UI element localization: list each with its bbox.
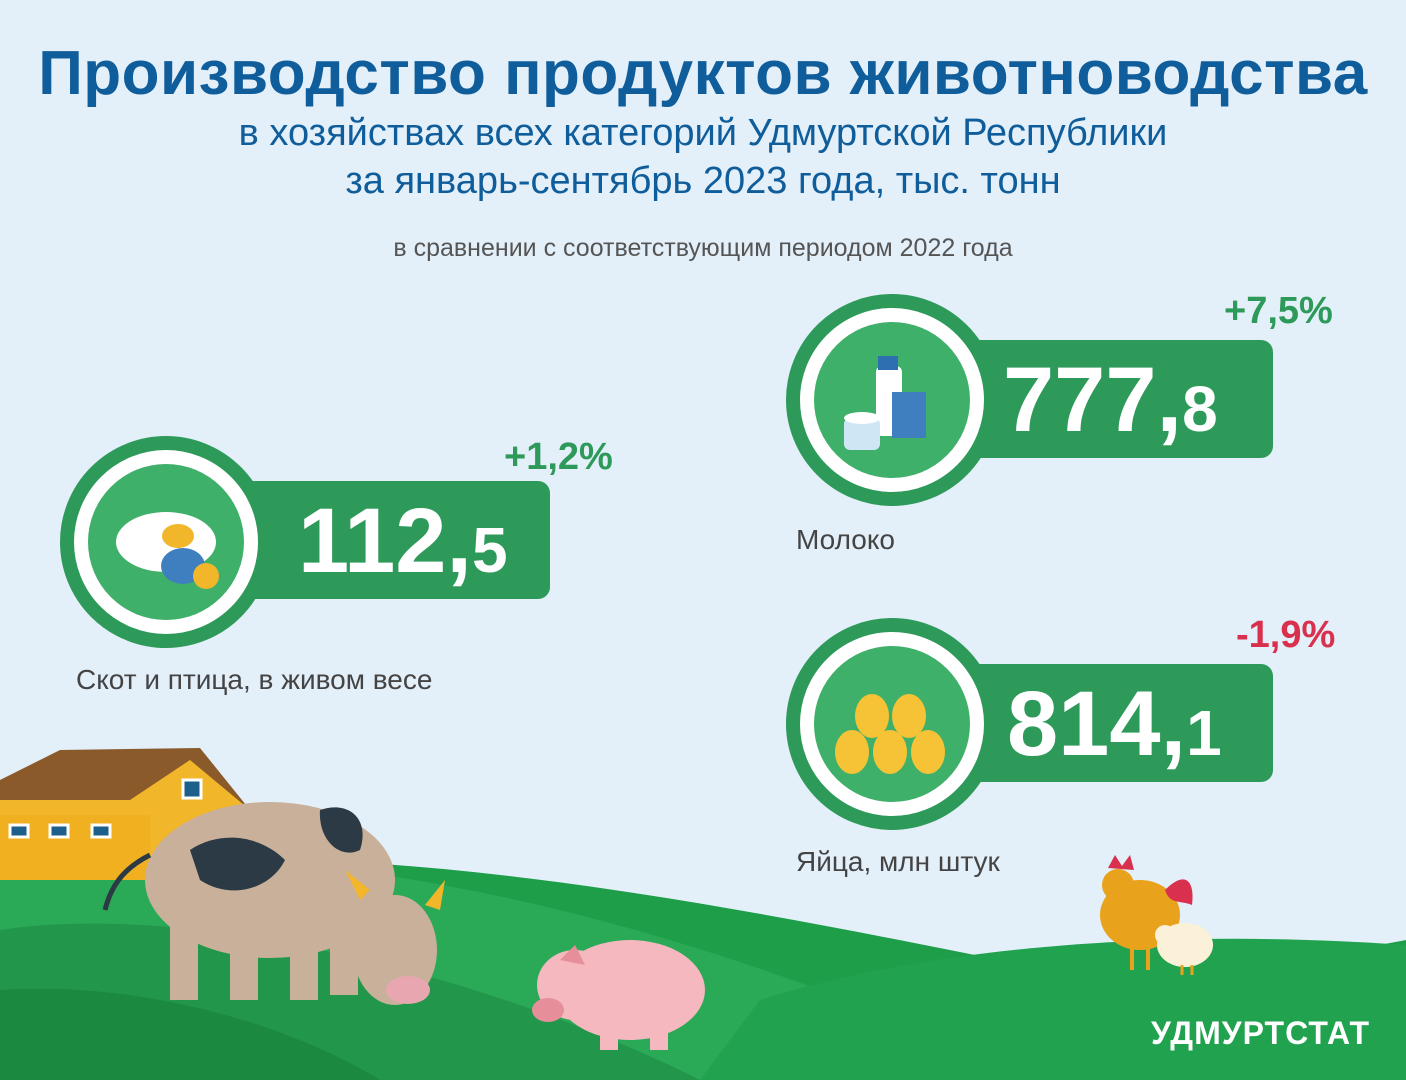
value-pill: 777,8 xyxy=(941,340,1273,458)
page-subtitle-line1: в хозяйствах всех категорий Удмуртской Р… xyxy=(238,112,1168,154)
value-integer: 777, xyxy=(1003,349,1183,451)
value-integer: 814, xyxy=(1007,673,1187,775)
comparison-note: в сравнении с соответствующим периодом 2… xyxy=(393,234,1013,262)
indicator-label: Яйца, млн штук xyxy=(796,846,1000,877)
indicator-label: Молоко xyxy=(796,524,895,555)
cow-icon xyxy=(102,802,445,1005)
value-decimal: 5 xyxy=(471,514,508,586)
value-decimal: 1 xyxy=(1186,697,1222,769)
farm-animals-icon xyxy=(88,464,244,620)
indicator-label: Скот и птица, в живом весе xyxy=(76,664,433,695)
eggs-icon xyxy=(814,646,970,802)
indicator-milk: 777,8 +7,5% Молоко xyxy=(786,290,1386,560)
value-decimal: 8 xyxy=(1182,373,1218,445)
change-percent: +1,2% xyxy=(504,436,613,478)
page-title: Производство продуктов животноводства xyxy=(38,39,1368,108)
indicator-eggs: 814,1 -1,9% Яйца, млн штук xyxy=(786,614,1386,884)
page-subtitle-line2: за январь-сентябрь 2023 года, тыс. тонн xyxy=(345,160,1061,202)
value-integer: 112, xyxy=(298,490,472,592)
hen-icon xyxy=(1155,923,1213,975)
change-percent: -1,9% xyxy=(1236,614,1336,656)
dairy-products-icon xyxy=(814,322,970,478)
change-percent: +7,5% xyxy=(1224,290,1333,332)
brand-logo-text: УДМУРТСТАТ xyxy=(1150,1015,1370,1051)
pig-icon xyxy=(532,940,705,1050)
indicator-livestock: 112,5 +1,2% Скот и птица, в живом весе xyxy=(60,436,660,696)
